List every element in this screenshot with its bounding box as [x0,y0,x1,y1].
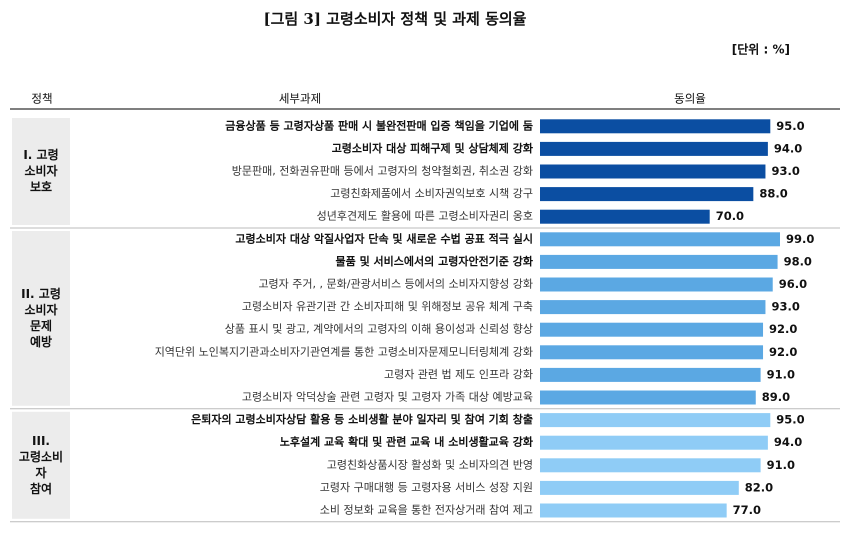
task-label: 고령소비자 악덕상술 관련 고령자 및 고령자 가족 대상 예방교육 [242,391,533,404]
bar [540,141,768,156]
task-label: 성년후견제도 활용에 따른 고령소비자권리 옹호 [317,209,533,223]
value-label: 82.0 [745,480,773,494]
value-label: 99.0 [786,232,814,246]
bar [540,187,754,202]
task-label: 노후설계 교육 확대 및 관련 교육 내 소비생활교육 강화 [280,435,533,449]
group-label: 문제 [30,319,52,333]
value-label: 77.0 [733,503,761,517]
group-box [12,411,70,519]
value-label: 88.0 [759,187,787,201]
value-label: 93.0 [771,300,799,314]
bar [540,119,771,134]
group-label: III. [32,434,50,448]
task-label: 고령자 관련 법 제도 인프라 강화 [384,368,533,381]
value-label: 94.0 [774,141,802,155]
header: 세부과제 [279,92,321,106]
value-label: 98.0 [784,254,812,268]
group-label: 소비자 [24,163,57,178]
bar [540,345,764,360]
header: 동의율 [674,92,706,106]
chart-title: [그림 3] 고령소비자 정책 및 과제 동의율 [264,10,527,28]
group-label: 고령소비 [19,449,63,464]
task-label: 은퇴자의 고령소비자상담 활용 등 소비생활 분야 일자리 및 참여 기회 창출 [191,412,533,426]
task-label: 고령소비자 대상 악질사업자 단속 및 새로운 수법 공표 적극 실시 [235,231,533,245]
task-label: 상품 표시 및 광고, 계약에서의 고령자의 이해 용이성과 신뢰성 향상 [225,322,533,336]
task-label: 금융상품 등 고령자상품 판매 시 불완전판매 입증 책임을 기업에 둠 [225,118,533,132]
task-label: 고령소비자 유관기관 간 소비자피해 및 위해정보 공유 체계 구축 [242,299,533,313]
task-label: 고령자 주거, , 문화/관광서비스 등에서의 소비자지향성 강화 [258,278,533,291]
bar [540,254,778,269]
task-label: 물품 및 서비스에서의 고령자안전기준 강화 [336,254,533,268]
value-label: 92.0 [769,345,797,359]
value-label: 91.0 [767,367,795,381]
bar [540,322,764,337]
bar [540,367,761,382]
bar [540,300,766,315]
bar [540,232,780,247]
group-label: 참여 [30,481,52,496]
group-box [12,231,70,406]
bar [540,390,756,405]
group-box [12,118,70,225]
value-label: 93.0 [771,164,799,178]
value-label: 70.0 [716,209,744,223]
value-label: 89.0 [762,390,790,404]
group-label: 자 [35,465,46,480]
bar [540,503,727,518]
value-label: 95.0 [776,119,804,133]
group-label: 소비자 [24,302,57,317]
task-label: 고령친화제품에서 소비자권익보호 시책 강구 [330,187,533,200]
task-label: 고령친화상품시장 활성화 및 소비자의견 반영 [327,457,533,471]
value-label: 95.0 [776,413,804,427]
bar [540,435,768,450]
bar [540,209,710,224]
header: 정책 [31,92,52,106]
task-label: 지역단위 노인복지기관과소비자기관연계를 통한 고령소비자문제모니터링체계 강화 [155,345,533,358]
bar [540,413,771,428]
task-label: 고령소비자 대상 피해구제 및 상담체제 강화 [332,141,533,155]
value-label: 96.0 [779,277,807,291]
group-label: II. 고령 [21,287,61,301]
value-label: 91.0 [767,458,795,472]
bar [540,458,761,473]
value-label: 94.0 [774,435,802,449]
bar [540,164,766,179]
task-label: 고령자 구매대행 등 고령자용 서비스 성장 지원 [320,481,533,494]
bar [540,277,773,292]
unit-label: [단위 : %] [732,42,790,57]
value-label: 92.0 [769,322,797,336]
group-label: 보호 [30,180,52,194]
bar [540,480,739,495]
group-label: 예방 [30,334,52,349]
group-label: I. 고령 [23,148,58,162]
task-label: 소비 정보화 교육을 통한 전자상거래 참여 제고 [320,504,533,517]
task-label: 방문판매, 전화권유판매 등에서 고령자의 청약철회권, 취소권 강화 [232,164,533,178]
